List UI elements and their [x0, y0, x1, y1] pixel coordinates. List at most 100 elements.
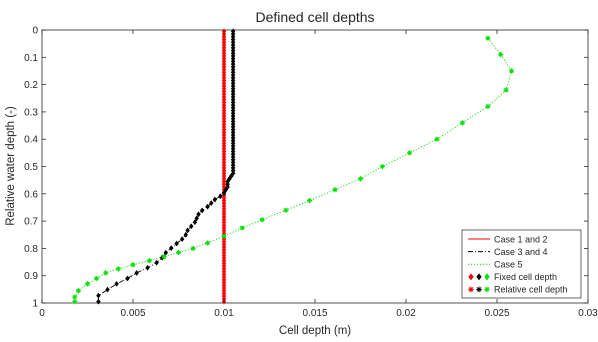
y-tick-label: 0.4	[24, 135, 38, 146]
x-tick-label: 0.005	[120, 308, 145, 319]
data-point	[434, 136, 440, 142]
data-point	[205, 240, 211, 246]
legend-label: Relative cell depth	[494, 285, 568, 295]
y-tick-label: 1	[32, 299, 38, 310]
data-point	[188, 223, 194, 230]
data-point	[75, 288, 81, 294]
legend-label: Case 5	[494, 260, 523, 270]
data-point	[114, 280, 119, 287]
data-point	[205, 203, 210, 210]
data-point	[175, 249, 182, 256]
plot-area	[41, 28, 589, 305]
data-point	[96, 292, 101, 299]
data-point	[379, 163, 385, 170]
legend: Case 1 and 2 Case 3 and 4 Case 5 Fixed cell…	[461, 229, 582, 299]
series-3	[72, 35, 515, 305]
data-point	[508, 68, 515, 74]
y-tick-label: 0.6	[24, 189, 38, 200]
data-point	[84, 281, 91, 287]
data-point	[498, 51, 504, 58]
data-point	[221, 233, 227, 239]
series-1	[221, 28, 227, 305]
data-point	[134, 269, 139, 276]
x-axis-ticks: 0 0.005 0.01 0.015 0.02 0.025 0.03	[39, 30, 598, 319]
legend-marker	[476, 286, 482, 293]
data-point	[154, 259, 159, 266]
legend-label: Case 3 and 4	[494, 247, 548, 257]
data-point	[459, 120, 466, 126]
legend-item: Fixed cell depth	[468, 272, 557, 282]
data-point	[194, 215, 199, 222]
data-point	[208, 200, 214, 207]
y-tick-label: 0.3	[24, 107, 38, 118]
data-point	[183, 231, 189, 238]
chart-title: Defined cell depths	[255, 9, 374, 25]
data-point	[306, 198, 313, 204]
legend-box	[461, 229, 582, 299]
y-tick-label: 0.8	[24, 244, 38, 255]
data-point	[221, 189, 227, 196]
legend-marker	[468, 286, 474, 293]
data-point	[161, 253, 167, 260]
legend-item: Case 5	[468, 260, 523, 270]
data-point	[103, 270, 109, 276]
data-point	[125, 275, 130, 282]
legend-marker	[468, 273, 474, 281]
data-point	[212, 196, 218, 203]
data-point	[168, 245, 174, 252]
legend-label: Fixed cell depth	[494, 272, 557, 282]
y-tick-label: 0.2	[24, 80, 38, 91]
data-point	[174, 240, 179, 247]
x-tick-label: 0.02	[396, 308, 416, 319]
data-point	[130, 262, 136, 268]
y-tick-label: 0.1	[24, 53, 38, 64]
y-tick-label: 0.9	[24, 271, 38, 282]
data-point	[96, 298, 101, 305]
x-tick-label: 0.01	[214, 308, 234, 319]
data-point	[190, 245, 196, 251]
data-point	[332, 187, 338, 193]
y-tick-label: 0.5	[24, 162, 38, 173]
data-point	[72, 294, 78, 300]
data-point	[485, 103, 491, 110]
y-axis-label: Relative water depth (-)	[5, 106, 17, 226]
data-point	[94, 275, 100, 282]
data-point	[145, 264, 150, 271]
legend-marker	[484, 273, 490, 281]
data-point	[185, 227, 190, 234]
series-layer	[72, 28, 515, 305]
legend-item: Case 3 and 4	[468, 247, 548, 257]
data-point	[259, 217, 265, 223]
data-point	[196, 211, 201, 218]
y-tick-label: 0	[32, 26, 38, 37]
data-point	[283, 207, 289, 213]
data-point	[72, 299, 78, 305]
data-point	[218, 193, 223, 200]
x-tick-label: 0.015	[302, 308, 327, 319]
data-point	[357, 176, 364, 182]
series-line	[74, 37, 513, 302]
legend-marker	[476, 273, 482, 281]
x-tick-label: 0	[39, 308, 45, 319]
y-tick-label: 0.7	[24, 217, 38, 228]
legend-marker	[484, 286, 490, 293]
data-point	[239, 225, 245, 231]
legend-item: Case 1 and 2	[468, 234, 548, 244]
data-point	[503, 87, 509, 93]
x-tick-label: 0.025	[484, 308, 509, 319]
data-point	[223, 186, 229, 193]
data-point	[407, 150, 413, 156]
x-tick-label: 0.03	[578, 308, 598, 319]
data-point	[105, 286, 110, 293]
data-point	[192, 219, 198, 226]
data-point	[179, 236, 185, 243]
data-point	[485, 35, 491, 41]
legend-label: Case 1 and 2	[494, 234, 548, 244]
data-point	[115, 266, 122, 272]
y-axis-ticks: 0 0.1 0.2 0.3 0.4 0.5 0.6 0.7 0.8 0.9 1	[24, 26, 588, 310]
data-point	[199, 207, 205, 214]
series-2	[96, 28, 236, 305]
legend-item: Relative cell depth	[468, 285, 568, 295]
x-axis-label: Cell depth (m)	[279, 325, 351, 337]
